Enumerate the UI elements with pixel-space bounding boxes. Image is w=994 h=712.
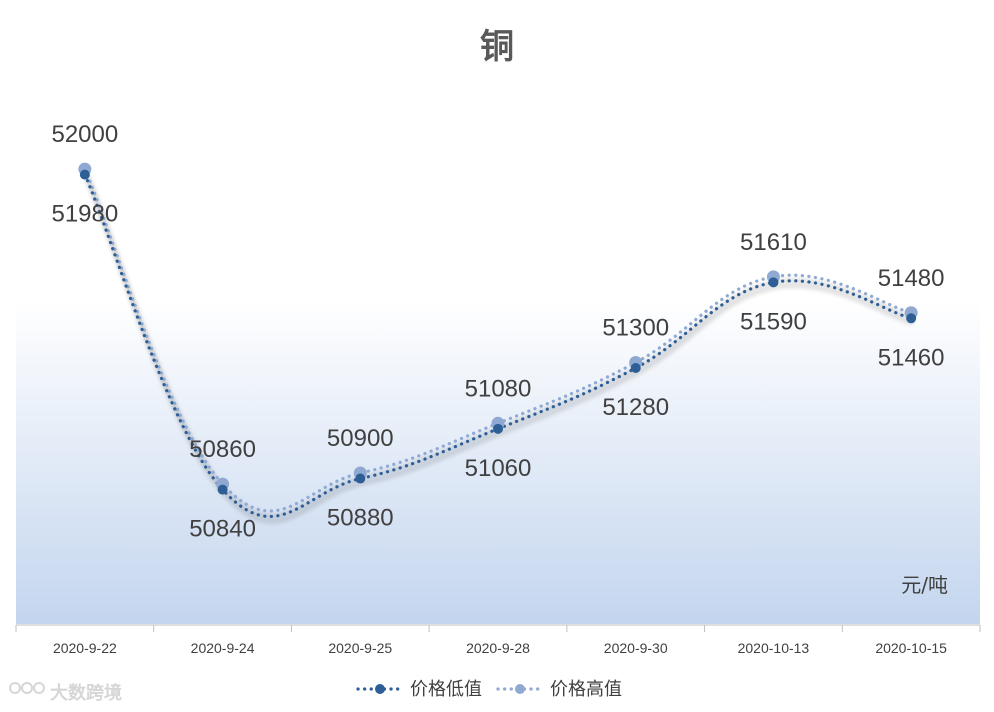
data-label-low-1: 50840 <box>189 516 256 543</box>
watermark-text: 大数跨境 <box>50 682 122 704</box>
legend-marker-low <box>375 684 385 694</box>
watermark: 大数跨境 <box>9 682 122 704</box>
x-tick-label-3: 2020-9-28 <box>466 640 530 656</box>
marker-low-6 <box>906 313 917 324</box>
data-labels: 52000 51980 50860 50840 50900 50880 51080 51060… <box>51 121 944 543</box>
marker-low-1 <box>217 484 228 495</box>
marker-low-4 <box>630 363 641 374</box>
data-label-low-2: 50880 <box>327 505 394 532</box>
chart-title: 铜 <box>480 27 514 67</box>
data-label-high-4: 51300 <box>602 315 669 342</box>
plot-background <box>16 300 980 624</box>
marker-low-5 <box>768 277 779 288</box>
legend-item-low: 价格低值 <box>356 679 482 700</box>
data-label-low-0: 51980 <box>51 201 118 228</box>
data-label-low-4: 51280 <box>602 394 669 421</box>
data-label-high-0: 52000 <box>51 121 118 148</box>
x-tick-label-1: 2020-9-24 <box>191 640 255 656</box>
series-high-line <box>83 167 913 513</box>
x-tick-label-5: 2020-10-13 <box>738 640 810 656</box>
legend-marker-high <box>515 684 525 694</box>
series-lines <box>83 167 913 519</box>
legend: 价格低值 价格高值 <box>356 679 622 700</box>
legend-label-high: 价格高值 <box>550 679 622 700</box>
marker-low-0 <box>79 169 90 180</box>
series-markers <box>78 162 918 495</box>
watermark-logo-icon <box>9 682 45 694</box>
series-low-line <box>83 173 913 519</box>
x-axis: 2020-9-22 2020-9-24 2020-9-25 2020-9-28 2020… <box>15 625 981 656</box>
data-label-high-5: 51610 <box>740 229 807 256</box>
x-tick-label-2: 2020-9-25 <box>328 640 392 656</box>
data-label-high-6: 51480 <box>878 265 945 292</box>
unit-label: 元/吨 <box>901 573 948 597</box>
x-tick-label-6: 2020-10-15 <box>875 640 947 656</box>
data-label-low-5: 51590 <box>740 308 807 335</box>
data-label-high-3: 51080 <box>465 375 532 402</box>
data-label-low-3: 51060 <box>465 455 532 482</box>
marker-low-3 <box>493 423 503 434</box>
legend-item-high: 价格高值 <box>496 679 622 700</box>
x-tick-label-4: 2020-9-30 <box>604 640 668 656</box>
x-tick-label-0: 2020-9-22 <box>53 640 117 656</box>
data-label-low-6: 51460 <box>878 344 945 371</box>
marker-low-2 <box>355 473 366 484</box>
legend-label-low: 价格低值 <box>410 679 482 700</box>
data-label-high-1: 50860 <box>189 436 256 463</box>
data-label-high-2: 50900 <box>327 425 394 452</box>
